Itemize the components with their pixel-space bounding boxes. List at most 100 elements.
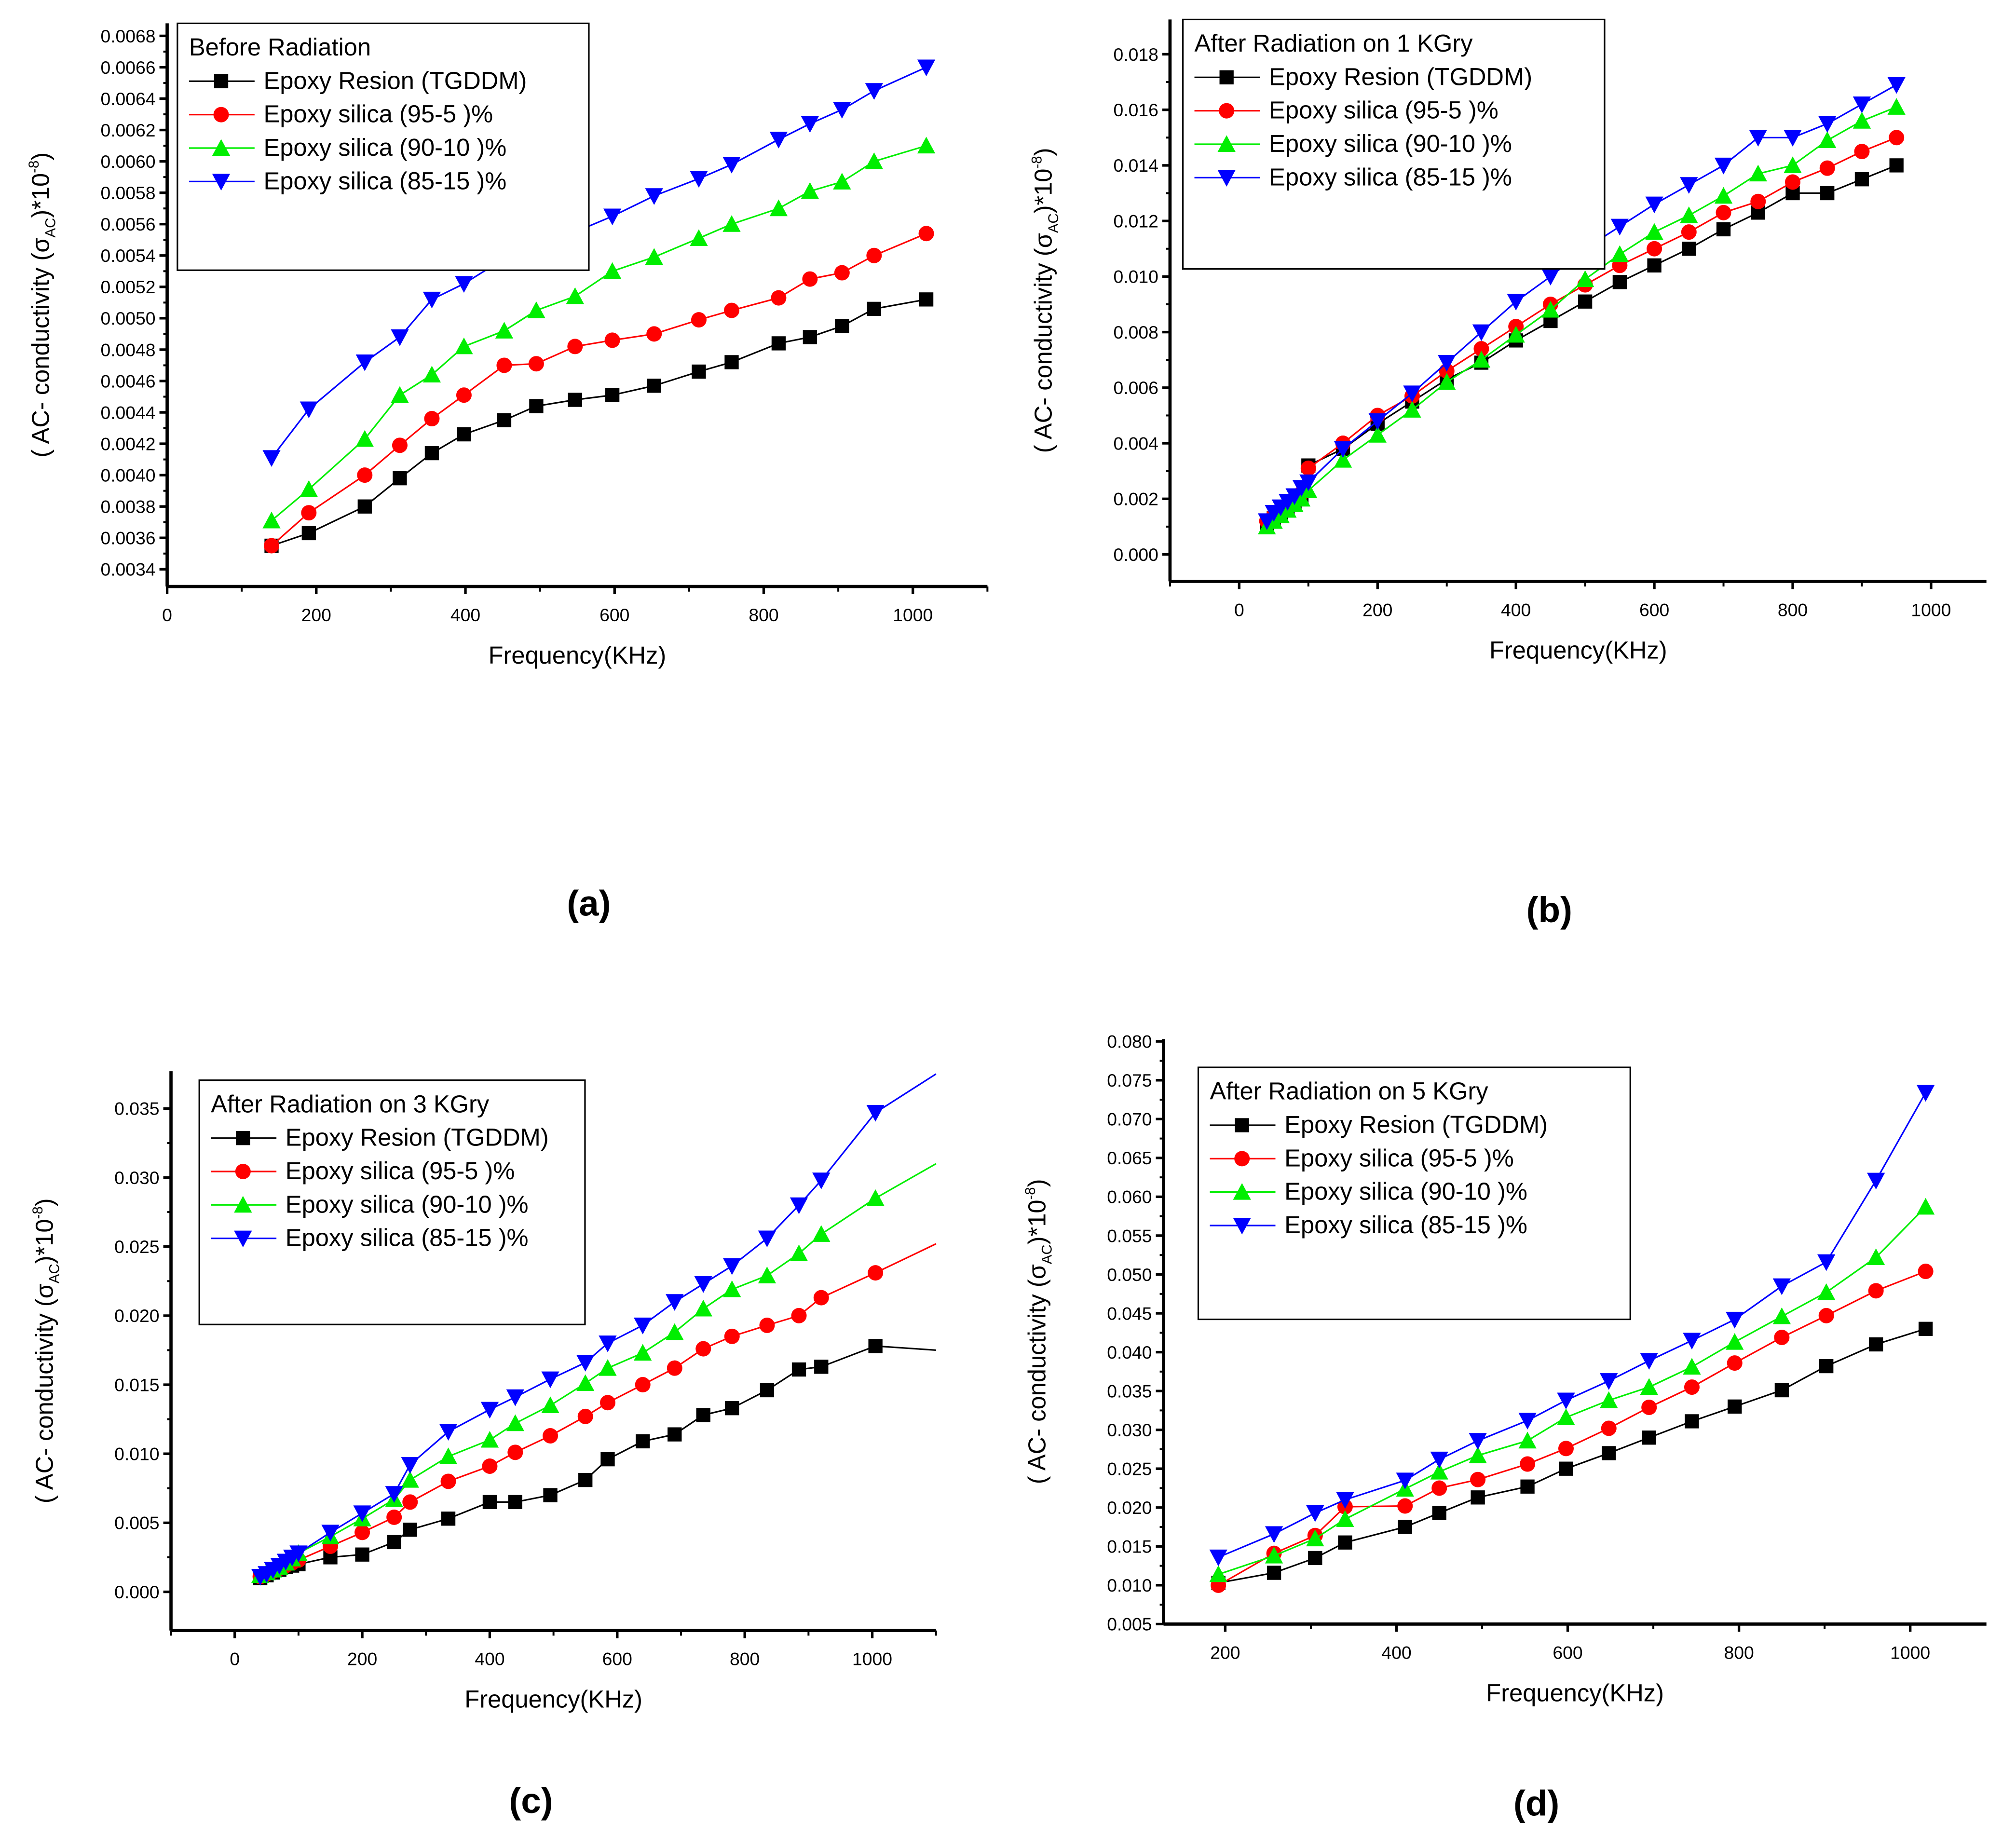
y-axis-label-part: -8 [26,161,42,173]
legend-entry: Epoxy Resion (TGDDM) [1269,63,1532,90]
data-point [1818,116,1837,133]
data-point [1285,488,1304,505]
data-point [1601,1420,1617,1436]
data-point [392,437,408,453]
legend-entry: Epoxy Resion (TGDDM) [1284,1111,1548,1138]
data-point [1685,1414,1699,1429]
y-tick-label: 0.012 [1114,211,1158,231]
legend-title: After Radiation on 5 KGry [1210,1077,1489,1105]
data-point [403,1523,417,1537]
data-point [604,332,620,348]
data-point [834,265,850,281]
data-point [760,1383,775,1398]
data-point [636,1434,650,1449]
legend: After Radiation on 3 KGry Epoxy Resion (T… [198,1079,586,1325]
data-point [301,526,316,541]
y-axis-label-part: ( AC- conductivity (σ [27,237,54,457]
legend-entry: Epoxy silica (95-5 )% [1284,1144,1514,1172]
x-tick-label: 400 [475,1649,504,1669]
series-3 [1258,77,1906,531]
data-point [635,1377,651,1393]
x-tick-label: 0 [1234,599,1244,620]
y-tick-label: 0.006 [1114,378,1158,398]
legend: Before Radiation Epoxy Resion (TGDDM) Epox… [177,22,590,271]
data-point [1431,1480,1447,1496]
series-2 [1258,98,1906,534]
x-tick-label: 600 [599,605,629,625]
y-tick-label: 0.0052 [100,277,155,297]
y-tick-label: 0.025 [114,1237,159,1257]
x-tick-label: 800 [749,605,778,625]
data-point [835,319,849,333]
data-point [1258,513,1276,531]
x-tick-label: 1000 [893,605,933,625]
y-axis-label-part: AC [43,218,59,238]
data-point [599,1359,617,1376]
series-line [259,1345,936,1579]
data-point [1396,1472,1414,1490]
y-tick-label: 0.040 [1107,1342,1152,1362]
x-axis-label: Frequency(KHz) [1486,1679,1664,1706]
data-point [833,102,851,119]
data-point [357,467,373,483]
data-point [603,262,622,279]
chart-panel-c: 0.000 0.005 0.010 0.015 0.020 0.025 0.030 0.035… [30,1071,937,1821]
data-point [441,1512,456,1526]
data-point [1398,1520,1412,1534]
data-point [1916,1198,1935,1215]
data-point [1647,241,1662,257]
data-point [724,355,739,369]
data-point [801,116,819,133]
data-point [424,446,439,461]
data-point [722,157,741,174]
y-axis-label-part: -8 [30,1206,46,1219]
x-tick-label: 600 [602,1649,632,1669]
y-tick-label: 0.020 [1107,1498,1152,1518]
data-point [1680,177,1698,194]
legend-entry: Epoxy silica (90-10 )% [286,1190,529,1218]
panel-label: (a) [567,883,611,924]
data-point [1612,275,1627,289]
data-point [599,1335,617,1352]
data-point [1853,96,1871,113]
data-point [529,399,544,413]
data-point [722,215,741,232]
data-point [424,411,440,427]
y-tick-label: 0.000 [114,1582,159,1602]
data-point [690,229,708,246]
data-point [634,1344,652,1361]
data-point [723,1258,741,1275]
data-point [1610,218,1629,236]
data-point [576,1374,595,1391]
legend-marker [212,174,231,191]
data-point [758,1267,776,1283]
data-point [1334,450,1352,468]
data-point [1600,1391,1618,1408]
panel-label: (d) [1513,1783,1559,1824]
x-tick-label: 400 [450,605,480,625]
data-point [1853,112,1871,129]
data-point [666,1323,684,1340]
data-point [1602,1446,1616,1460]
data-point [1368,413,1387,430]
legend-marker [1234,1151,1250,1167]
data-point [1889,130,1905,146]
legend-marker [1233,1183,1251,1200]
y-axis-label-part: AC [1039,1244,1055,1264]
y-axis-label-part: ) [1023,1179,1050,1187]
data-point [1641,1399,1657,1415]
data-point [439,1424,458,1441]
data-point [917,59,936,77]
x-tick-label: 200 [301,605,331,625]
data-point [1610,245,1629,262]
y-tick-label: 0.0066 [100,57,155,78]
y-axis-label-part: )*10 [30,1219,58,1264]
legend-title: After Radiation on 1 KGry [1195,29,1473,57]
data-point [833,173,851,190]
y-tick-label: 0.010 [1114,267,1158,287]
legend-marker [234,1196,252,1213]
data-point [1430,1462,1448,1480]
y-tick-label: 0.0050 [100,308,155,328]
data-point [1772,1307,1791,1324]
data-point [771,290,787,306]
